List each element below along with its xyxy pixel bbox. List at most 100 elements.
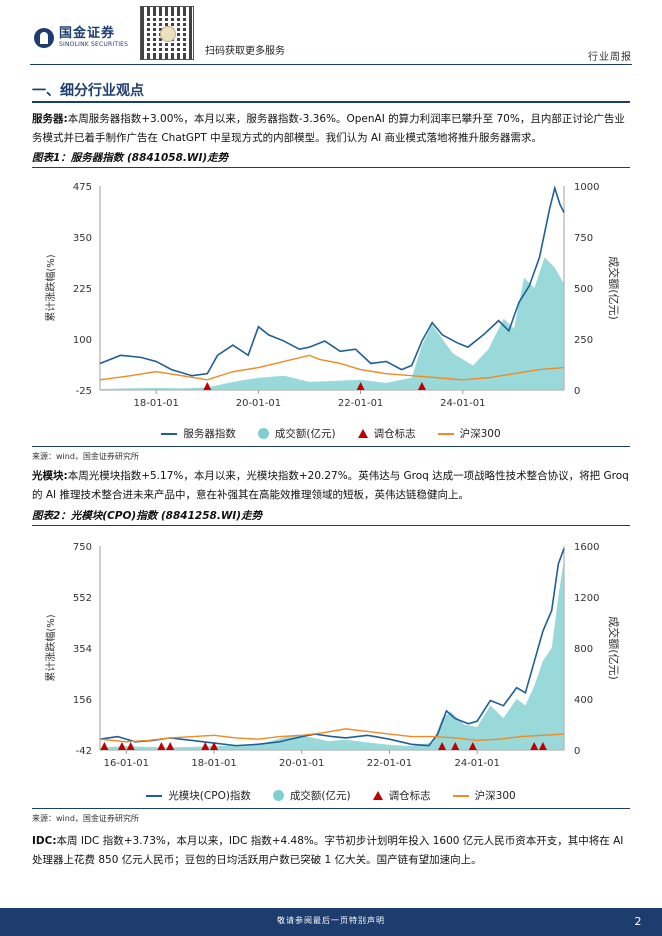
y-tick-label-right: 1200 <box>574 593 599 604</box>
qr-code-icon[interactable] <box>140 6 194 60</box>
figure-bottom-divider-1 <box>32 446 630 447</box>
section-divider <box>32 101 630 103</box>
volume-area <box>100 257 564 390</box>
y-axis-title-left: 累计涨跌幅(%) <box>44 614 57 681</box>
logo-mark-icon <box>34 28 54 48</box>
x-tick-label: 20-01-01 <box>236 398 281 409</box>
y-tick-label-left: 475 <box>73 182 92 193</box>
legend-item: 沪深300 <box>452 788 516 803</box>
rebalance-marker <box>417 382 426 390</box>
legend-triangle-icon <box>372 791 383 800</box>
paragraph-label: 服务器: <box>32 113 68 125</box>
legend-label: 沪深300 <box>474 790 516 802</box>
rebalance-marker <box>166 742 175 750</box>
y-tick-label-left: -42 <box>76 746 92 757</box>
company-name-en: SINOLINK SECURITIES <box>59 41 129 48</box>
footer-disclaimer: 敬请参阅最后一页特别声明 <box>277 916 385 925</box>
legend-circle-icon <box>272 790 284 801</box>
y-axis-title-right: 成交额(亿元) <box>607 256 621 320</box>
chart-legend: 服务器指数 成交额(亿元) 调仓标志 沪深300 <box>32 426 630 441</box>
rebalance-marker <box>117 742 126 750</box>
page-header: 国金证券 SINOLINK SECURITIES 扫码获取更多服务 行业周报 <box>0 0 662 64</box>
index-line <box>99 185 565 377</box>
y-tick-label-right: 0 <box>574 746 580 757</box>
chart-cpo-index: 累计涨跌幅(%) 成交额(亿元) 750 552 354 156 -42 1600 1200 80… <box>32 532 630 806</box>
y-tick-label-left: 100 <box>73 335 92 346</box>
page-number: 2 <box>634 915 642 928</box>
legend-line-icon <box>437 432 454 435</box>
paragraph-idc: IDC:本周 IDC 指数+3.73%，本月以来，IDC 指数+4.48%。字节… <box>32 832 630 870</box>
y-tick-label-left: 354 <box>73 644 92 655</box>
paragraph-text: 本周光模块指数+5.17%，本月以来，光模块指数+20.27%。英伟达与 Gro… <box>32 470 629 501</box>
rebalance-marker <box>157 742 166 750</box>
legend-item: 服务器指数 <box>161 426 236 441</box>
legend-item: 成交额(亿元) <box>272 788 351 803</box>
company-name-cn: 国金证券 <box>59 26 116 41</box>
rebalance-marker <box>203 382 212 390</box>
legend-item: 调仓标志 <box>372 788 431 803</box>
legend-line-icon <box>452 794 469 797</box>
rebalance-marker <box>100 742 109 750</box>
figure-source-2: 来源：wind，国金证券研究所 <box>32 814 139 823</box>
x-tick-label: 22-01-01 <box>338 398 383 409</box>
legend-item: 成交额(亿元) <box>257 426 336 441</box>
x-tick-label: 22-01-01 <box>367 758 412 769</box>
figure-caption-2: 图表2：光模块(CPO)指数 (8841258.WI)走势 <box>32 510 263 522</box>
legend-triangle-icon <box>357 429 368 438</box>
paragraph-optical-module: 光模块:本周光模块指数+5.17%，本月以来，光模块指数+20.27%。英伟达与… <box>32 467 630 505</box>
x-tick-label: 16-01-01 <box>104 758 149 769</box>
scan-text: 扫码获取更多服务 <box>205 46 285 57</box>
page-footer: 敬请参阅最后一页特别声明 2 <box>0 908 662 936</box>
hs300-line <box>99 354 565 381</box>
y-tick-label-left: 225 <box>73 284 92 295</box>
y-axis-title-right: 成交额(亿元) <box>607 616 621 680</box>
index-line <box>99 548 565 747</box>
y-tick-label-left: 552 <box>73 593 92 604</box>
legend-label: 成交额(亿元) <box>274 428 336 440</box>
rebalance-marker <box>126 742 135 750</box>
rebalance-marker <box>356 382 365 390</box>
paragraph-text: 本周服务器指数+3.00%，本月以来，服务器指数-3.36%。OpenAI 的算… <box>32 113 625 144</box>
y-axis-title-left: 累计涨跌幅(%) <box>44 254 57 321</box>
y-tick-label-right: 1600 <box>574 542 599 553</box>
rebalance-marker <box>530 742 539 750</box>
legend-line-icon <box>146 794 163 797</box>
legend-item: 光模块(CPO)指数 <box>146 788 251 803</box>
chart-legend: 光模块(CPO)指数 成交额(亿元) 调仓标志 沪深300 <box>32 788 630 803</box>
y-tick-label-left: 350 <box>73 233 92 244</box>
x-tick-label: 18-01-01 <box>191 758 236 769</box>
chart-server-index: 累计涨跌幅(%) 成交额(亿元) 475 350 225 100 -25 1000 750 500… <box>32 172 630 444</box>
rebalance-marker <box>210 742 219 750</box>
figure-caption-1: 图表1：服务器指数 (8841058.WI)走势 <box>32 152 229 164</box>
y-tick-label-right: 1000 <box>574 182 599 193</box>
paragraph-label: IDC: <box>32 835 57 847</box>
y-tick-label-right: 800 <box>574 644 593 655</box>
paragraph-text: 本周 IDC 指数+3.73%，本月以来，IDC 指数+4.48%。字节初步计划… <box>32 835 624 866</box>
header-divider <box>30 64 632 65</box>
paragraph-server: 服务器:本周服务器指数+3.00%，本月以来，服务器指数-3.36%。OpenA… <box>32 110 630 148</box>
hs300-line <box>99 728 565 743</box>
legend-label: 调仓标志 <box>373 428 416 440</box>
rebalance-marker <box>451 742 460 750</box>
figure-source-1: 来源：wind，国金证券研究所 <box>32 452 139 461</box>
paragraph-label: 光模块: <box>32 470 68 482</box>
y-tick-label-right: 0 <box>574 386 580 397</box>
legend-label: 光模块(CPO)指数 <box>168 790 251 802</box>
legend-line-icon <box>161 432 178 435</box>
y-tick-label-left: 156 <box>73 695 92 706</box>
y-tick-label-right: 750 <box>574 233 593 244</box>
y-tick-label-right: 500 <box>574 284 593 295</box>
figure-bottom-divider-2 <box>32 808 630 809</box>
legend-item: 沪深300 <box>437 426 501 441</box>
y-tick-label-right: 400 <box>574 695 593 706</box>
rebalance-marker <box>468 742 477 750</box>
y-tick-label-left: -25 <box>76 386 92 397</box>
rebalance-marker <box>538 742 547 750</box>
rebalance-marker <box>201 742 210 750</box>
x-tick-label: 20-01-01 <box>279 758 324 769</box>
legend-label: 服务器指数 <box>183 428 236 440</box>
figure-divider-1 <box>32 167 630 168</box>
x-tick-label: 24-01-01 <box>454 758 499 769</box>
legend-label: 调仓标志 <box>388 790 431 802</box>
legend-label: 沪深300 <box>459 428 501 440</box>
